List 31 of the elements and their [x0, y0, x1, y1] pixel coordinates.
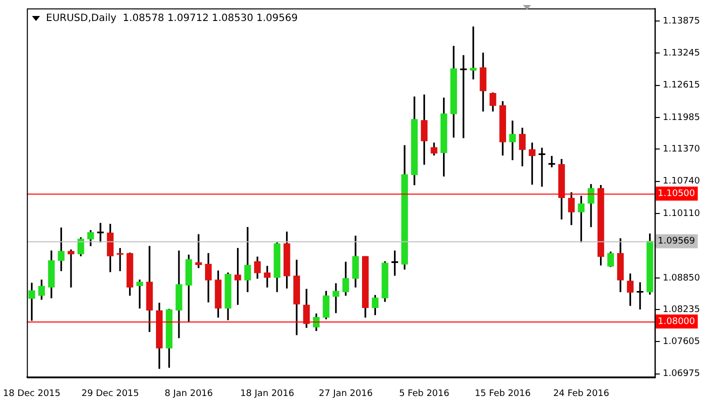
x-tick-label: 18 Dec 2015 [3, 388, 61, 399]
candlestick [97, 222, 104, 242]
y-tick-label: 1.08850 [662, 273, 700, 284]
candlestick [538, 148, 546, 187]
x-tick-label: 18 Jan 2016 [240, 388, 294, 399]
x-tick-label: 15 Feb 2016 [474, 388, 531, 399]
y-tick-label: 1.13875 [662, 16, 700, 26]
y-tick-label: 1.11370 [662, 144, 700, 154]
x-tick-label: 8 Jan 2016 [164, 388, 214, 399]
y-tick-label: 1.10110 [662, 208, 700, 219]
x-tick-label: 24 Feb 2016 [553, 388, 610, 399]
ref-line-label: 1.08000 [658, 316, 696, 327]
y-tick-label: 1.08235 [662, 304, 700, 315]
candlestick [116, 248, 124, 272]
candlestick [460, 55, 467, 138]
text: EURUSD,Daily 1.08578 1.09712 1.08530 1.09569 [46, 13, 298, 24]
x-tick-label: 27 Jan 2016 [318, 388, 373, 399]
y-tick-label: 1.13245 [662, 48, 700, 58]
y-tick-label: 1.12615 [662, 80, 700, 91]
candlestick [509, 120, 516, 160]
y-tick-label: 1.07605 [662, 336, 700, 347]
y-tick-label: 1.06975 [662, 369, 700, 380]
candlestick [636, 282, 644, 310]
ref-line-label: 1.09569 [658, 236, 696, 247]
y-tick-label: 1.11985 [662, 112, 700, 123]
x-tick-label: 29 Dec 2015 [82, 388, 140, 399]
x-tick-label: 5 Feb 2016 [399, 388, 450, 399]
candlestick [68, 250, 74, 288]
y-tick-label: 1.10740 [662, 176, 700, 187]
ref-line-label: 1.10500 [658, 188, 696, 199]
candlestick [195, 234, 202, 268]
